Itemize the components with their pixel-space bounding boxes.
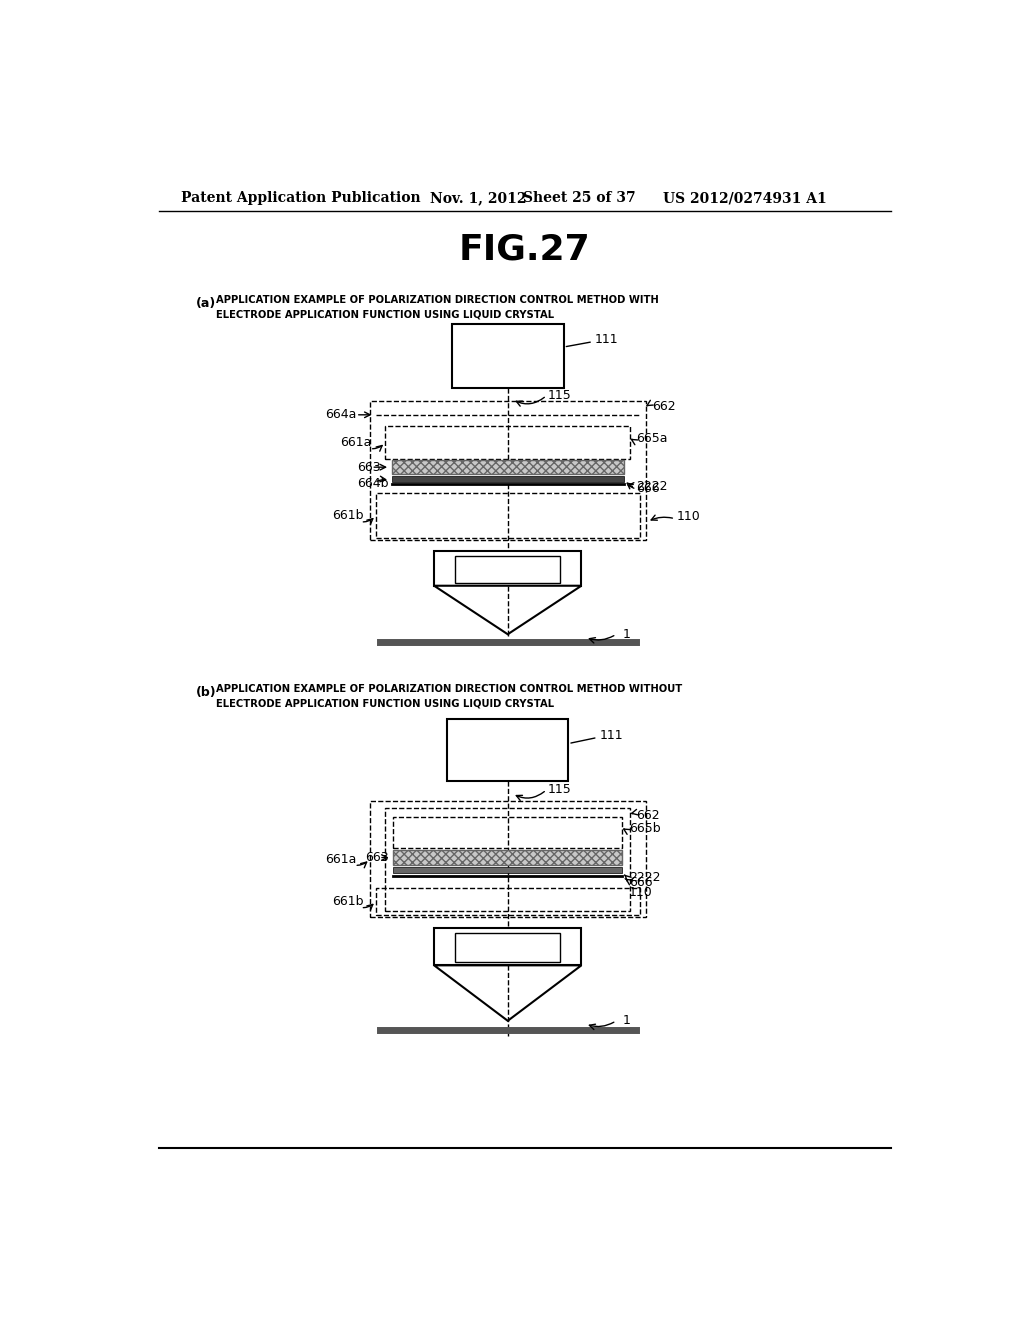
Bar bbox=[370, 401, 646, 540]
Bar bbox=[455, 556, 560, 583]
Text: US 2012/0274931 A1: US 2012/0274931 A1 bbox=[663, 191, 826, 206]
Bar bbox=[455, 933, 560, 962]
Text: Sheet 25 of 37: Sheet 25 of 37 bbox=[523, 191, 636, 206]
Text: 115: 115 bbox=[548, 389, 571, 403]
Text: 663: 663 bbox=[366, 851, 389, 865]
Text: 666: 666 bbox=[636, 482, 660, 495]
Text: 666: 666 bbox=[629, 875, 652, 888]
Bar bbox=[385, 808, 630, 911]
Text: 664a: 664a bbox=[325, 408, 356, 421]
Polygon shape bbox=[434, 586, 582, 635]
Text: 661a: 661a bbox=[325, 853, 356, 866]
Text: 110: 110 bbox=[677, 510, 700, 523]
Bar bbox=[391, 475, 624, 482]
Text: 1: 1 bbox=[623, 1014, 631, 1027]
Text: 1: 1 bbox=[623, 628, 631, 640]
Text: Nov. 1, 2012: Nov. 1, 2012 bbox=[430, 191, 526, 206]
Bar bbox=[393, 817, 623, 847]
Text: 661b: 661b bbox=[333, 895, 365, 908]
Text: 665b: 665b bbox=[629, 822, 660, 834]
Text: 664b: 664b bbox=[357, 477, 389, 490]
Bar bbox=[447, 719, 568, 780]
Bar bbox=[376, 888, 640, 915]
Text: 663: 663 bbox=[357, 461, 381, 474]
Text: FIG.27: FIG.27 bbox=[459, 232, 591, 267]
Text: 110: 110 bbox=[629, 887, 652, 899]
Bar bbox=[393, 850, 623, 866]
Text: 661b: 661b bbox=[333, 510, 365, 523]
Text: 111: 111 bbox=[595, 333, 618, 346]
Text: 665a: 665a bbox=[636, 432, 668, 445]
Bar bbox=[434, 552, 582, 586]
Text: Patent Application Publication: Patent Application Publication bbox=[180, 191, 420, 206]
Bar bbox=[393, 867, 623, 873]
Polygon shape bbox=[434, 965, 582, 1020]
Text: APPLICATION EXAMPLE OF POLARIZATION DIRECTION CONTROL METHOD WITH
ELECTRODE APPL: APPLICATION EXAMPLE OF POLARIZATION DIRE… bbox=[216, 296, 658, 319]
Bar bbox=[385, 426, 630, 459]
Text: (b): (b) bbox=[197, 686, 217, 698]
Text: 661a: 661a bbox=[340, 436, 372, 449]
Bar bbox=[434, 928, 582, 965]
Text: (a): (a) bbox=[197, 297, 216, 310]
Bar bbox=[370, 801, 646, 917]
Text: 2222: 2222 bbox=[629, 871, 660, 884]
Text: APPLICATION EXAMPLE OF POLARIZATION DIRECTION CONTROL METHOD WITHOUT
ELECTRODE A: APPLICATION EXAMPLE OF POLARIZATION DIRE… bbox=[216, 684, 682, 709]
Text: 662: 662 bbox=[652, 400, 676, 413]
Text: 2222: 2222 bbox=[636, 480, 668, 492]
Bar bbox=[391, 461, 624, 474]
Bar bbox=[452, 323, 563, 388]
Bar bbox=[393, 850, 623, 866]
Bar bbox=[391, 461, 624, 474]
Bar bbox=[376, 494, 640, 539]
Text: 115: 115 bbox=[548, 783, 571, 796]
Text: 662: 662 bbox=[636, 809, 660, 822]
Text: 111: 111 bbox=[599, 730, 623, 742]
